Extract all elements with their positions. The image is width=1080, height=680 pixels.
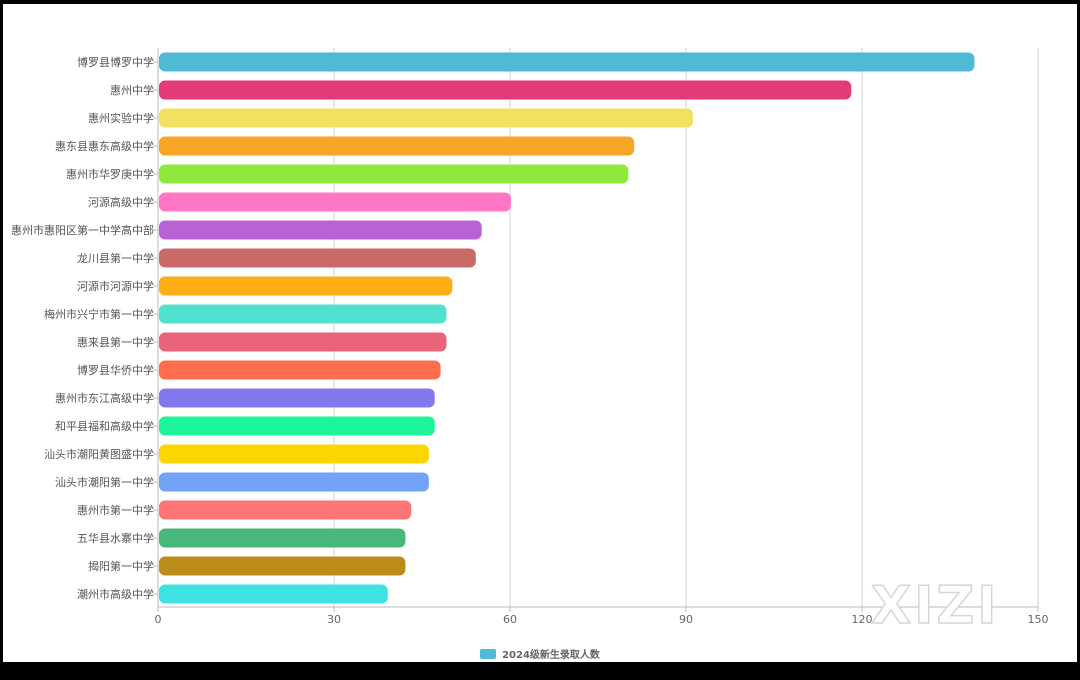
category-label: 梅州市兴宁市第一中学	[44, 307, 154, 321]
category-label: 惠州市华罗庚中学	[66, 167, 154, 181]
category-label: 龙川县第一中学	[77, 251, 154, 265]
category-label: 博罗县华侨中学	[77, 363, 154, 377]
x-tick-label: 30	[327, 613, 341, 626]
category-label: 揭阳第一中学	[88, 559, 154, 573]
category-labels: 博罗县博罗中学惠州中学惠州实验中学惠东县惠东高级中学惠州市华罗庚中学河源高级中学…	[11, 55, 154, 601]
bar[interactable]	[159, 332, 447, 352]
bar[interactable]	[159, 52, 975, 72]
category-label: 河源市河源中学	[77, 279, 154, 293]
bar[interactable]	[159, 360, 441, 380]
x-tick-label: 150	[1028, 613, 1049, 626]
legend-label[interactable]: 2024级新生录取人数	[502, 650, 600, 661]
bar[interactable]	[159, 164, 629, 184]
bar[interactable]	[159, 80, 852, 100]
bar[interactable]	[159, 192, 511, 212]
bar[interactable]	[159, 528, 406, 548]
category-label: 惠东县惠东高级中学	[55, 139, 154, 153]
bar[interactable]	[159, 500, 412, 520]
bar-layer	[159, 52, 975, 604]
category-label: 汕头市潮阳第一中学	[55, 475, 154, 489]
x-tick-label: 0	[155, 613, 162, 626]
category-label: 惠州市第一中学	[77, 503, 154, 517]
bar-chart: 博罗县博罗中学惠州中学惠州实验中学惠东县惠东高级中学惠州市华罗庚中学河源高级中学…	[11, 48, 1049, 626]
legend-swatch[interactable]	[480, 648, 497, 659]
bar[interactable]	[159, 304, 447, 324]
bar[interactable]	[159, 556, 406, 576]
x-tick-label: 120	[852, 613, 873, 626]
bar[interactable]	[159, 276, 453, 296]
bar[interactable]	[159, 472, 429, 492]
watermark-logo: XIZI	[870, 576, 1000, 636]
x-tick-label: 60	[503, 613, 517, 626]
category-label: 博罗县博罗中学	[77, 55, 154, 69]
category-label: 惠州实验中学	[88, 111, 154, 125]
category-label: 潮州市高级中学	[77, 587, 154, 601]
bar[interactable]	[159, 220, 482, 240]
category-label: 惠州市惠阳区第一中学高中部	[11, 223, 154, 237]
bar[interactable]	[159, 248, 476, 268]
bar[interactable]	[159, 416, 435, 436]
bar[interactable]	[159, 584, 388, 604]
bar[interactable]	[159, 136, 635, 156]
category-label: 河源高级中学	[88, 195, 154, 209]
category-label: 惠州市东江高级中学	[55, 391, 154, 405]
x-tick-label: 90	[679, 613, 693, 626]
category-label: 惠来县第一中学	[77, 335, 154, 349]
chart-frame: 博罗县博罗中学惠州中学惠州实验中学惠东县惠东高级中学惠州市华罗庚中学河源高级中学…	[3, 4, 1077, 662]
grid-layer	[153, 48, 1039, 612]
bar[interactable]	[159, 388, 435, 408]
x-axis-ticks: 0 30 60 90 120 150	[155, 613, 1049, 626]
category-label: 五华县水寨中学	[77, 531, 154, 545]
category-label: 惠州中学	[110, 83, 154, 97]
category-label: 汕头市潮阳黄图盛中学	[44, 447, 154, 461]
legend[interactable]: 2024级新生录取人数	[3, 646, 1077, 661]
bar[interactable]	[159, 444, 429, 464]
category-label: 和平县福和高级中学	[55, 419, 154, 433]
bar[interactable]	[159, 108, 693, 128]
